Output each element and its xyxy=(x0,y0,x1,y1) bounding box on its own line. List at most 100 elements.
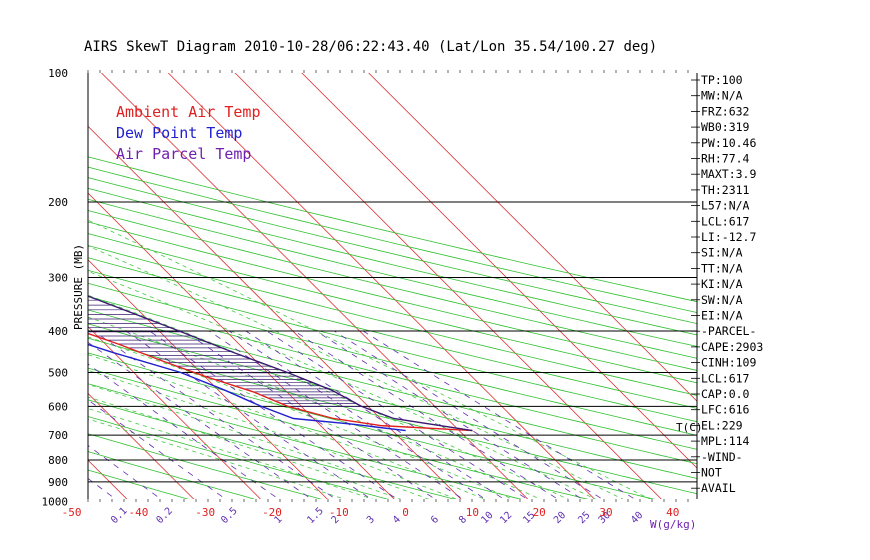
mixing-ratio-label: 0.5 xyxy=(219,506,240,527)
mixing-ratio-line xyxy=(266,330,528,499)
mixing-ratio-line xyxy=(125,330,372,499)
mixing-ratio-label: 25 xyxy=(576,510,592,526)
isotherm-line xyxy=(0,64,5,511)
mixing-ratio-line xyxy=(88,363,280,499)
dry-adiabat-line xyxy=(88,323,697,479)
index-label: KI:N/A xyxy=(701,277,743,291)
mixing-ratio-label: 0.1 xyxy=(109,506,130,527)
mixing-ratio-line xyxy=(149,330,398,499)
temp-tick-label: 30 xyxy=(599,506,612,519)
dry-adiabat-line xyxy=(88,177,697,325)
isotherm-line xyxy=(301,73,697,469)
index-label: SW:N/A xyxy=(701,293,743,307)
dry-adiabat-line xyxy=(88,451,256,499)
moist-adiabat-line xyxy=(88,396,402,499)
pressure-label: 600 xyxy=(48,400,68,413)
temp-tick-label: 0 xyxy=(402,506,409,519)
moist-adiabat-line xyxy=(88,294,569,499)
index-label: TP:100 xyxy=(701,73,743,87)
index-label: -PARCEL- xyxy=(701,324,756,338)
isotherm-line xyxy=(88,326,261,499)
legend-dew-point-temp: Dew Point Temp xyxy=(116,124,242,142)
index-label: L57:N/A xyxy=(701,199,750,213)
dry-adiabat-line xyxy=(88,469,189,499)
dry-adiabat-line xyxy=(88,221,697,371)
dry-adiabat-line xyxy=(88,367,589,499)
temp-tick-label: -50 xyxy=(62,506,82,519)
mixing-ratio-unit-label: W(g/kg) xyxy=(650,518,696,531)
index-label: NOT xyxy=(701,466,722,480)
mixing-ratio-line xyxy=(315,330,583,499)
temp-tick-label: 20 xyxy=(533,506,546,519)
isotherm-line xyxy=(100,73,529,499)
dry-adiabat-line xyxy=(88,187,697,336)
mixing-ratio-line xyxy=(88,341,313,499)
pressure-label: 700 xyxy=(48,429,68,442)
mixing-ratio-line xyxy=(245,330,505,499)
dry-adiabat-line xyxy=(88,269,697,423)
dry-adiabat-line xyxy=(88,309,697,465)
moist-adiabat-line xyxy=(88,270,597,499)
isotherm-line xyxy=(167,73,595,499)
dry-adiabat-line xyxy=(88,233,697,384)
moist-adiabat-line xyxy=(88,369,458,499)
moist-adiabat-line xyxy=(88,384,430,499)
dry-adiabat-line xyxy=(88,210,697,359)
profile-dew-point-temp xyxy=(88,343,406,432)
dry-adiabat-line xyxy=(88,416,389,499)
isotherm-line xyxy=(88,259,328,499)
temp-tick-label: 10 xyxy=(466,506,479,519)
mixing-ratio-line xyxy=(294,330,559,499)
mixing-ratio-line xyxy=(228,330,486,499)
isotherm-line xyxy=(88,192,395,499)
mixing-ratio-label: 10 xyxy=(479,510,495,526)
profile-ambient-air-temp xyxy=(88,332,473,432)
isotherm-line xyxy=(88,392,195,499)
mixing-ratio-label: 3 xyxy=(365,514,377,526)
mixing-ratio-line xyxy=(362,330,636,499)
pressure-label: 900 xyxy=(48,476,68,489)
temp-tick-label: 40 xyxy=(666,506,679,519)
index-label: WB0:319 xyxy=(701,120,750,134)
x-axis-unit-label: T(C) xyxy=(676,421,703,434)
index-label: CAPE:2903 xyxy=(701,340,763,354)
index-label: AVAIL xyxy=(701,481,736,495)
temp-tick-label: -20 xyxy=(262,506,282,519)
mixing-ratio-line xyxy=(208,330,464,499)
index-label: FRZ:632 xyxy=(701,104,749,118)
moist-adiabat-line xyxy=(88,408,374,499)
index-label: -WIND- xyxy=(701,450,743,464)
index-label: SI:N/A xyxy=(701,246,743,260)
index-label: TH:2311 xyxy=(701,183,750,197)
pressure-label: 300 xyxy=(48,272,68,285)
dry-adiabat-line xyxy=(88,399,456,499)
profile-air-parcel-temp xyxy=(88,295,473,432)
mixing-ratio-label: 0.2 xyxy=(154,506,175,527)
index-label: PW:10.46 xyxy=(701,136,756,150)
index-label: MAXT:3.9 xyxy=(701,167,756,181)
index-label: LCL:617 xyxy=(701,371,750,385)
mixing-ratio-line xyxy=(93,330,337,499)
moist-adiabat-line xyxy=(88,245,624,499)
pressure-label: 500 xyxy=(48,367,68,380)
dry-adiabat-line xyxy=(88,433,323,499)
isotherm-line xyxy=(234,73,662,499)
index-label: TT:N/A xyxy=(701,261,743,275)
index-label: CINH:109 xyxy=(701,356,756,370)
temp-tick-label: -40 xyxy=(128,506,148,519)
dry-adiabat-line xyxy=(88,352,655,499)
pressure-label: 1000 xyxy=(42,496,69,509)
mixing-ratio-label: 12 xyxy=(498,510,514,526)
pressure-label: 100 xyxy=(48,67,68,80)
mixing-ratio-label: 1.5 xyxy=(305,506,326,527)
pressure-label: 800 xyxy=(48,454,68,467)
moist-adiabat-line xyxy=(88,219,651,499)
mixing-ratio-label: 40 xyxy=(629,510,645,526)
mixing-ratio-label: 6 xyxy=(429,514,441,526)
dry-adiabat-line xyxy=(88,282,697,436)
dry-adiabat-line xyxy=(88,257,697,409)
temp-tick-label: -10 xyxy=(329,506,349,519)
index-label: EL:229 xyxy=(701,418,743,432)
index-label: RH:77.4 xyxy=(701,152,750,166)
